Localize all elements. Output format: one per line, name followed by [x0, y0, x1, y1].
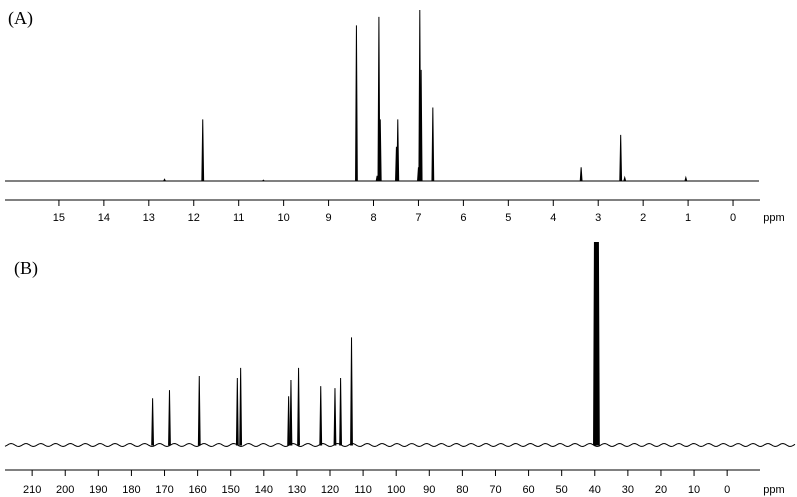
x-tick-label: 10 [278, 212, 290, 224]
x-tick-label: 170 [155, 484, 173, 496]
peak [319, 386, 323, 446]
x-tick-label: 7 [415, 212, 421, 224]
peak [396, 119, 400, 182]
x-tick-label: 11 [233, 212, 244, 224]
peak [151, 398, 155, 446]
x-tick-label: 200 [56, 484, 74, 496]
peak [261, 179, 266, 182]
x-tick-label: 60 [522, 484, 534, 496]
peak [623, 175, 627, 182]
peak [619, 134, 623, 182]
x-tick-label: 210 [23, 484, 41, 496]
x-tick-label: 3 [595, 212, 601, 224]
x-tick-label: 0 [724, 484, 730, 496]
peak [162, 178, 167, 182]
peak [419, 69, 423, 182]
x-tick-label: 6 [460, 212, 466, 224]
x-axis-label: ppm [763, 484, 784, 496]
x-tick-label: 9 [326, 212, 332, 224]
x-tick-label: 140 [255, 484, 273, 496]
x-tick-label: 50 [556, 484, 568, 496]
peak [239, 367, 243, 446]
peak [339, 378, 342, 446]
peak [355, 25, 358, 182]
peak [235, 378, 239, 446]
x-tick-label: 20 [655, 484, 667, 496]
peak [431, 107, 435, 182]
x-tick-label: 90 [423, 484, 435, 496]
x-tick-label: 160 [188, 484, 206, 496]
x-tick-label: 110 [354, 484, 372, 496]
peak [579, 167, 583, 182]
x-tick-label: 180 [122, 484, 140, 496]
peak [168, 390, 171, 446]
x-tick-label: 2 [640, 212, 646, 224]
x-tick-label: 0 [730, 212, 736, 224]
x-tick-label: 13 [143, 212, 155, 224]
x-tick-label: 150 [222, 484, 240, 496]
x-tick-label: 190 [89, 484, 107, 496]
panel-label: (B) [14, 258, 38, 279]
x-tick-label: 12 [188, 212, 200, 224]
panel-label: (A) [8, 8, 33, 29]
peak [297, 367, 300, 446]
x-tick-label: 8 [370, 212, 376, 224]
x-tick-label: 30 [622, 484, 634, 496]
peak [350, 337, 353, 446]
peak [597, 241, 600, 446]
x-tick-label: 120 [321, 484, 339, 496]
x-tick-label: 100 [387, 484, 405, 496]
x-tick-label: 14 [98, 212, 110, 224]
peak [289, 380, 293, 446]
x-tick-label: 1 [685, 212, 691, 224]
x-tick-label: 10 [688, 484, 700, 496]
peak [197, 375, 201, 446]
x-tick-label: 5 [505, 212, 511, 224]
baseline [4, 442, 796, 448]
x-tick-label: 80 [456, 484, 468, 496]
x-tick-label: 15 [53, 212, 65, 224]
peak [378, 119, 382, 182]
peak [333, 388, 337, 446]
x-tick-label: 130 [288, 484, 306, 496]
peak [684, 175, 688, 182]
x-axis-label: ppm [763, 212, 784, 224]
x-tick-label: 4 [550, 212, 556, 224]
peak [287, 396, 291, 446]
x-tick-label: 40 [589, 484, 601, 496]
x-tick-label: 70 [489, 484, 501, 496]
peak [201, 119, 205, 182]
